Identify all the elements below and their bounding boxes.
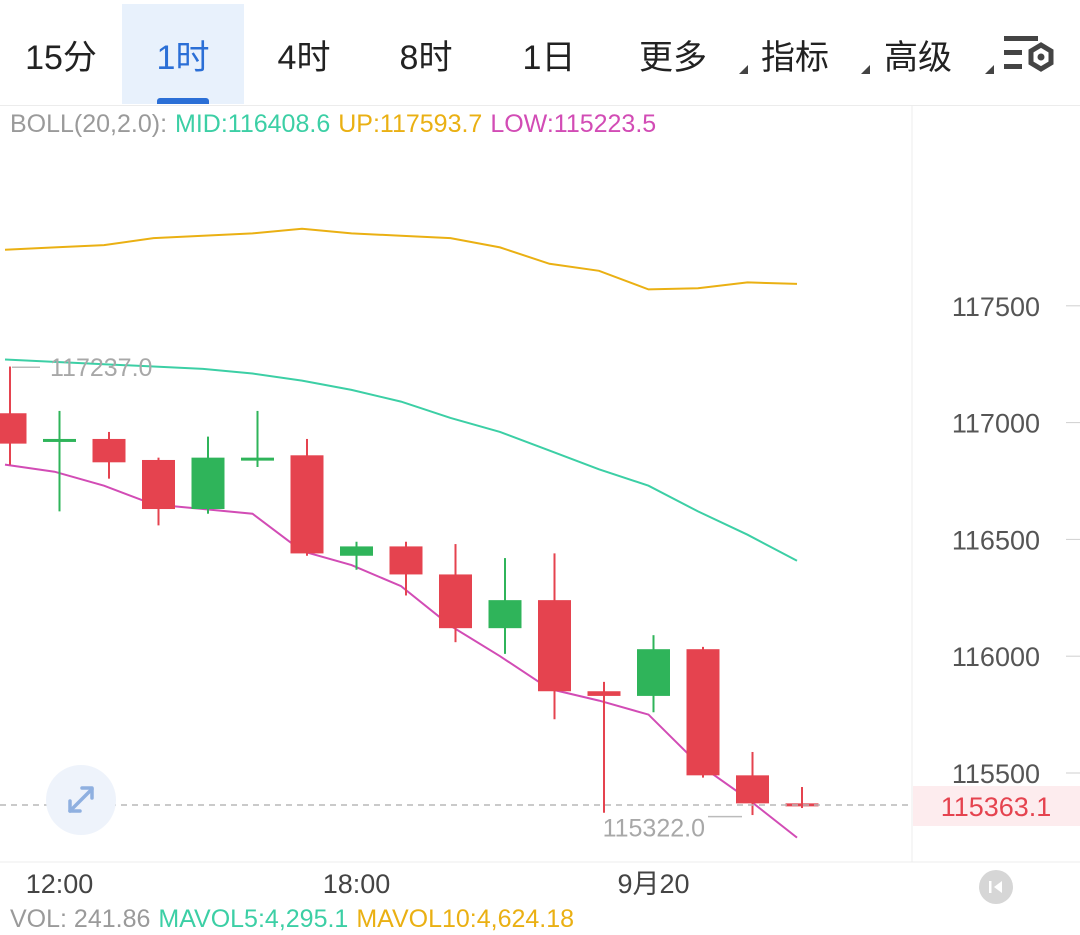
- boll-legend: BOLL(20,2.0): MID:116408.6 UP:117593.7 LOW:…: [10, 110, 664, 139]
- y-axis-tick-label: 116000: [952, 642, 1040, 672]
- expand-arrows-icon: [68, 786, 94, 813]
- current-price-tag: [913, 785, 1080, 826]
- bearish-candle: [538, 600, 571, 692]
- mavol5-value: MAVOL5:4,295.1: [158, 905, 349, 933]
- expand-chart-button[interactable]: [46, 765, 116, 835]
- bearish-candle: [389, 546, 423, 575]
- tab-15min[interactable]: 15分: [25, 38, 97, 77]
- dropdown-caret-icon: [739, 65, 748, 74]
- bearish-candle: [686, 649, 720, 776]
- volume-value: VOL: 241.86: [10, 905, 151, 933]
- tab-indicators[interactable]: 指标: [734, 4, 870, 104]
- boll-up-line: [4, 227, 798, 291]
- current-price-label: 115363.1: [941, 792, 1052, 822]
- boll-up-value: UP:117593.7: [338, 110, 483, 138]
- y-axis-tick-label: 117000: [952, 409, 1040, 439]
- bullish-candle: [637, 649, 670, 696]
- x-axis-tick-label: 18:00: [323, 869, 391, 899]
- y-axis-tick-label: 116500: [952, 525, 1040, 555]
- dropdown-caret-icon: [861, 65, 870, 74]
- bearish-candle: [0, 413, 27, 444]
- bearish-candle: [439, 574, 472, 629]
- tab-more[interactable]: 更多: [612, 4, 748, 104]
- x-axis-tick-label: 12:00: [26, 869, 94, 899]
- boll-indicator-name: BOLL(20,2.0):: [10, 110, 168, 138]
- volume-legend: VOL: 241.86 MAVOL5:4,295.1 MAVOL10:4,624.1…: [10, 905, 582, 934]
- bearish-candle: [142, 459, 175, 510]
- tab-advanced[interactable]: 高级: [856, 4, 994, 104]
- bearish-candle: [290, 455, 324, 554]
- bullish-candle: [340, 546, 373, 556]
- boll-mid-line: [4, 358, 798, 562]
- mavol10-value: MAVOL10:4,624.18: [356, 905, 575, 933]
- y-axis-tick-label: 115500: [952, 759, 1040, 789]
- boll-low-value: LOW:115223.5: [490, 110, 657, 138]
- tab-8h[interactable]: 8时: [399, 38, 453, 77]
- bullish-candle: [191, 457, 225, 510]
- x-axis-tick-label: 9月20: [617, 869, 689, 899]
- max-price-label: 117237.0: [50, 354, 152, 382]
- bearish-candle: [587, 691, 621, 696]
- bearish-candle: [92, 438, 126, 463]
- bullish-candle: [43, 438, 76, 442]
- bearish-candle: [736, 775, 769, 804]
- boll-low-line: [4, 463, 798, 839]
- tab-4h[interactable]: 4时: [277, 38, 331, 77]
- back-to-latest-icon: [989, 881, 1002, 893]
- y-axis-tick-label: 117500: [952, 292, 1040, 322]
- active-tab-indicator: [157, 98, 209, 104]
- min-price-label: 115322.0: [603, 815, 705, 843]
- tab-1d[interactable]: 1日: [522, 38, 576, 77]
- dropdown-caret-icon: [985, 65, 994, 74]
- back-to-latest-button[interactable]: [979, 870, 1013, 904]
- bullish-candle: [488, 600, 522, 629]
- bullish-candle: [241, 457, 274, 461]
- interval-tab-bar: 15分 1时 4时 8时 1日 更多 指标 高级: [0, 0, 1080, 106]
- tab-1h[interactable]: 1时: [122, 4, 244, 104]
- chart-settings-icon[interactable]: [1004, 34, 1056, 74]
- boll-mid-value: MID:116408.6: [175, 110, 331, 138]
- bearish-candle: [785, 803, 819, 807]
